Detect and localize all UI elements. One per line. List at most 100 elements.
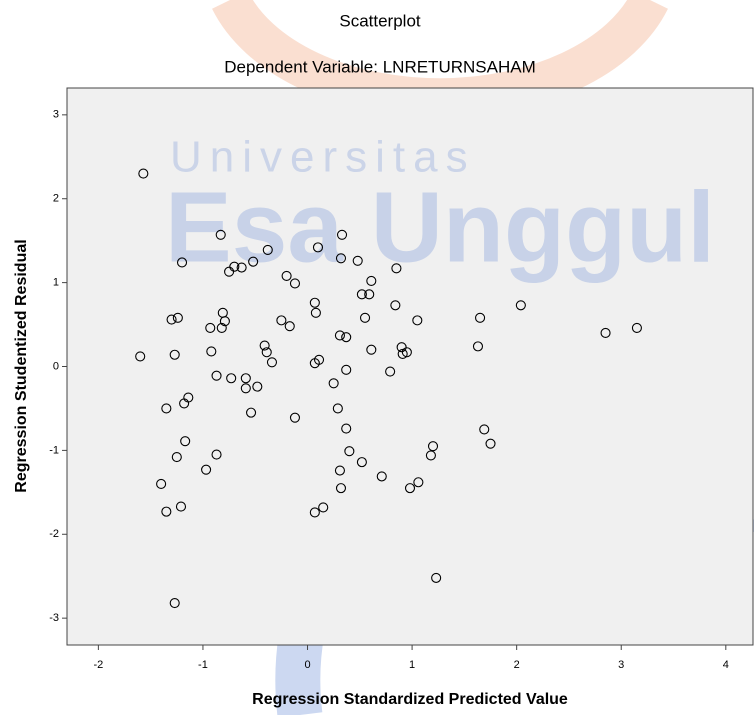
point [335, 253, 347, 264]
point [183, 392, 194, 403]
point [359, 312, 371, 323]
point [266, 357, 278, 368]
point [172, 312, 183, 323]
point [472, 341, 484, 352]
point [226, 373, 237, 384]
y-tick-label: -1 [49, 444, 59, 456]
point [335, 483, 347, 494]
point [176, 257, 188, 268]
y-axis-label: Regression Studentized Residual [13, 239, 30, 492]
point [229, 261, 240, 272]
watermark-text: Esa Unggul [165, 171, 715, 283]
x-tick-label: 0 [304, 659, 310, 671]
point [328, 378, 339, 389]
point [171, 452, 182, 463]
y-tick-label: 0 [53, 360, 59, 372]
x-tick-label: 4 [723, 659, 729, 671]
point [341, 423, 352, 434]
chart-title: Scatterplot [339, 11, 421, 30]
point [161, 403, 172, 414]
point [356, 457, 367, 468]
point [240, 373, 251, 384]
point [412, 315, 423, 326]
point [332, 403, 343, 414]
point [156, 478, 167, 489]
point [276, 315, 287, 326]
x-tick-label: -2 [93, 659, 103, 671]
point [313, 354, 325, 365]
point [366, 344, 377, 355]
y-tick-label: 1 [53, 277, 59, 289]
point [391, 263, 402, 274]
y-tick-label: -2 [49, 528, 59, 540]
point [413, 477, 424, 488]
point [390, 300, 401, 311]
point [352, 255, 363, 266]
point [206, 346, 217, 357]
point [312, 242, 324, 253]
point [318, 502, 329, 513]
x-tick-label: 3 [618, 659, 624, 671]
point [515, 300, 526, 311]
point [245, 407, 257, 418]
point [166, 314, 177, 325]
point [631, 322, 642, 333]
point [479, 424, 490, 435]
point [284, 321, 295, 332]
x-tick-label: 2 [514, 659, 520, 671]
x-tick-label: -1 [198, 659, 208, 671]
point [169, 349, 180, 360]
point [600, 327, 611, 338]
point [334, 465, 345, 476]
point [259, 340, 270, 351]
chart-subtitle: Dependent Variable: LNRETURNSAHAM [224, 57, 535, 76]
point [211, 370, 222, 381]
point [485, 438, 496, 449]
point [344, 446, 355, 457]
point [309, 297, 320, 308]
point [310, 307, 321, 318]
point [336, 229, 348, 240]
point [427, 441, 439, 452]
point [219, 316, 230, 327]
point [201, 464, 212, 475]
point [180, 436, 191, 447]
point [161, 506, 172, 517]
point [289, 412, 301, 423]
point [281, 270, 292, 281]
point [475, 312, 486, 323]
x-tick-label: 1 [409, 659, 415, 671]
point [376, 471, 387, 482]
point [216, 322, 227, 333]
point [252, 381, 263, 392]
point [262, 244, 273, 255]
point [431, 572, 442, 583]
y-tick-label: 2 [53, 193, 59, 205]
point [261, 347, 272, 358]
point [341, 332, 352, 343]
point [215, 229, 226, 240]
point [341, 364, 352, 375]
point [138, 168, 149, 179]
point [205, 322, 216, 333]
watermark-text: Universitas [170, 133, 476, 182]
point [211, 449, 222, 460]
point [425, 450, 436, 461]
point [289, 278, 301, 289]
point [175, 501, 187, 512]
point [224, 266, 235, 277]
y-tick-label: 3 [53, 109, 59, 121]
point [385, 366, 396, 377]
point [309, 507, 320, 518]
point [396, 342, 407, 353]
point [236, 262, 247, 273]
point [364, 289, 375, 300]
point [169, 598, 180, 609]
y-tick-label: -3 [49, 612, 59, 624]
point [366, 275, 377, 286]
point [334, 330, 345, 341]
x-axis-label: Regression Standardized Predicted Value [252, 691, 568, 708]
point [356, 289, 367, 300]
point [404, 483, 416, 494]
point [135, 351, 146, 362]
